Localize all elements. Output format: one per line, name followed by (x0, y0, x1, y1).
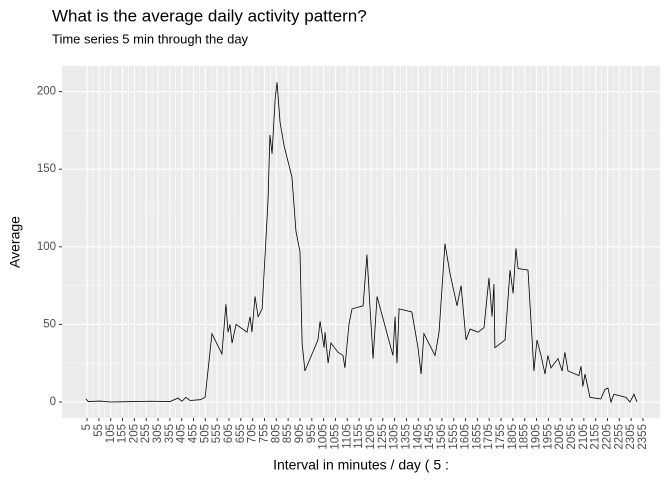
x-tick-label: 1805 (507, 424, 519, 450)
x-tick-label: 555 (211, 424, 223, 443)
x-tick-label: 1605 (460, 424, 472, 450)
x-tick-label: 1005 (318, 424, 330, 450)
x-tick-label: 905 (294, 424, 306, 443)
x-tick-label: 1155 (353, 424, 365, 449)
y-tick-label: 100 (37, 241, 56, 253)
x-tick-label: 1405 (412, 424, 424, 450)
x-tick-label: 105 (105, 424, 117, 443)
x-tick-label: 1555 (448, 424, 460, 450)
x-tick-label: 2005 (554, 424, 566, 450)
x-tick-label: 1755 (495, 424, 507, 450)
y-tick-label: 150 (37, 163, 56, 175)
x-tick-label: 1305 (389, 424, 401, 450)
data-line (85, 82, 638, 404)
x-tick-label: 355 (164, 424, 176, 443)
x-tick-label: 1655 (471, 424, 483, 450)
x-axis-title: Interval in minutes / day ( 5 : (273, 457, 449, 473)
y-axis-title: Average (7, 216, 23, 268)
x-tick-label: 1905 (531, 424, 543, 450)
x-tick-label: 505 (199, 424, 211, 443)
plot-panel (62, 66, 660, 418)
y-tick-label: 50 (43, 318, 56, 330)
x-tick-label: 5 (81, 424, 93, 430)
x-tick-label: 455 (188, 424, 200, 443)
x-tick-label: 1705 (483, 424, 495, 450)
x-tick-label: 605 (223, 424, 235, 443)
x-tick-label: 1455 (424, 424, 436, 450)
x-tick-label: 155 (117, 424, 129, 443)
y-tick-label: 200 (37, 86, 56, 98)
x-tick-label: 755 (259, 424, 271, 443)
x-tick-label: 1105 (341, 424, 353, 449)
x-tick-label: 1055 (329, 424, 341, 450)
x-tick-label: 655 (235, 424, 247, 443)
x-tick-label: 1255 (377, 424, 389, 450)
x-tick-label: 1955 (542, 424, 554, 450)
x-tick-label: 405 (176, 424, 188, 443)
x-tick-label: 1205 (365, 424, 377, 450)
x-tick-label: 855 (282, 424, 294, 443)
x-tick-label: 2355 (637, 424, 649, 450)
x-tick-label: 255 (140, 424, 152, 443)
x-tick-label: 305 (152, 424, 164, 443)
x-tick-label: 205 (128, 424, 140, 443)
chart-subtitle: Time series 5 min through the day (52, 31, 249, 46)
x-tick-label: 2305 (625, 424, 637, 450)
x-tick-label: 2105 (578, 424, 590, 450)
x-tick-label: 2205 (602, 424, 614, 450)
x-tick-label: 2255 (613, 424, 625, 450)
x-tick-label: 1855 (519, 424, 531, 450)
x-tick-label: 1505 (436, 424, 448, 450)
x-tick-label: 55 (93, 424, 105, 437)
x-tick-label: 2155 (590, 424, 602, 450)
y-tick-label: 0 (50, 396, 56, 408)
x-tick-label: 2055 (566, 424, 578, 450)
x-tick-label: 1355 (400, 424, 412, 450)
x-tick-label: 955 (306, 424, 318, 443)
x-tick-label: 705 (247, 424, 259, 443)
x-tick-label: 805 (270, 424, 282, 443)
chart-title: What is the average daily activity patte… (52, 6, 367, 25)
